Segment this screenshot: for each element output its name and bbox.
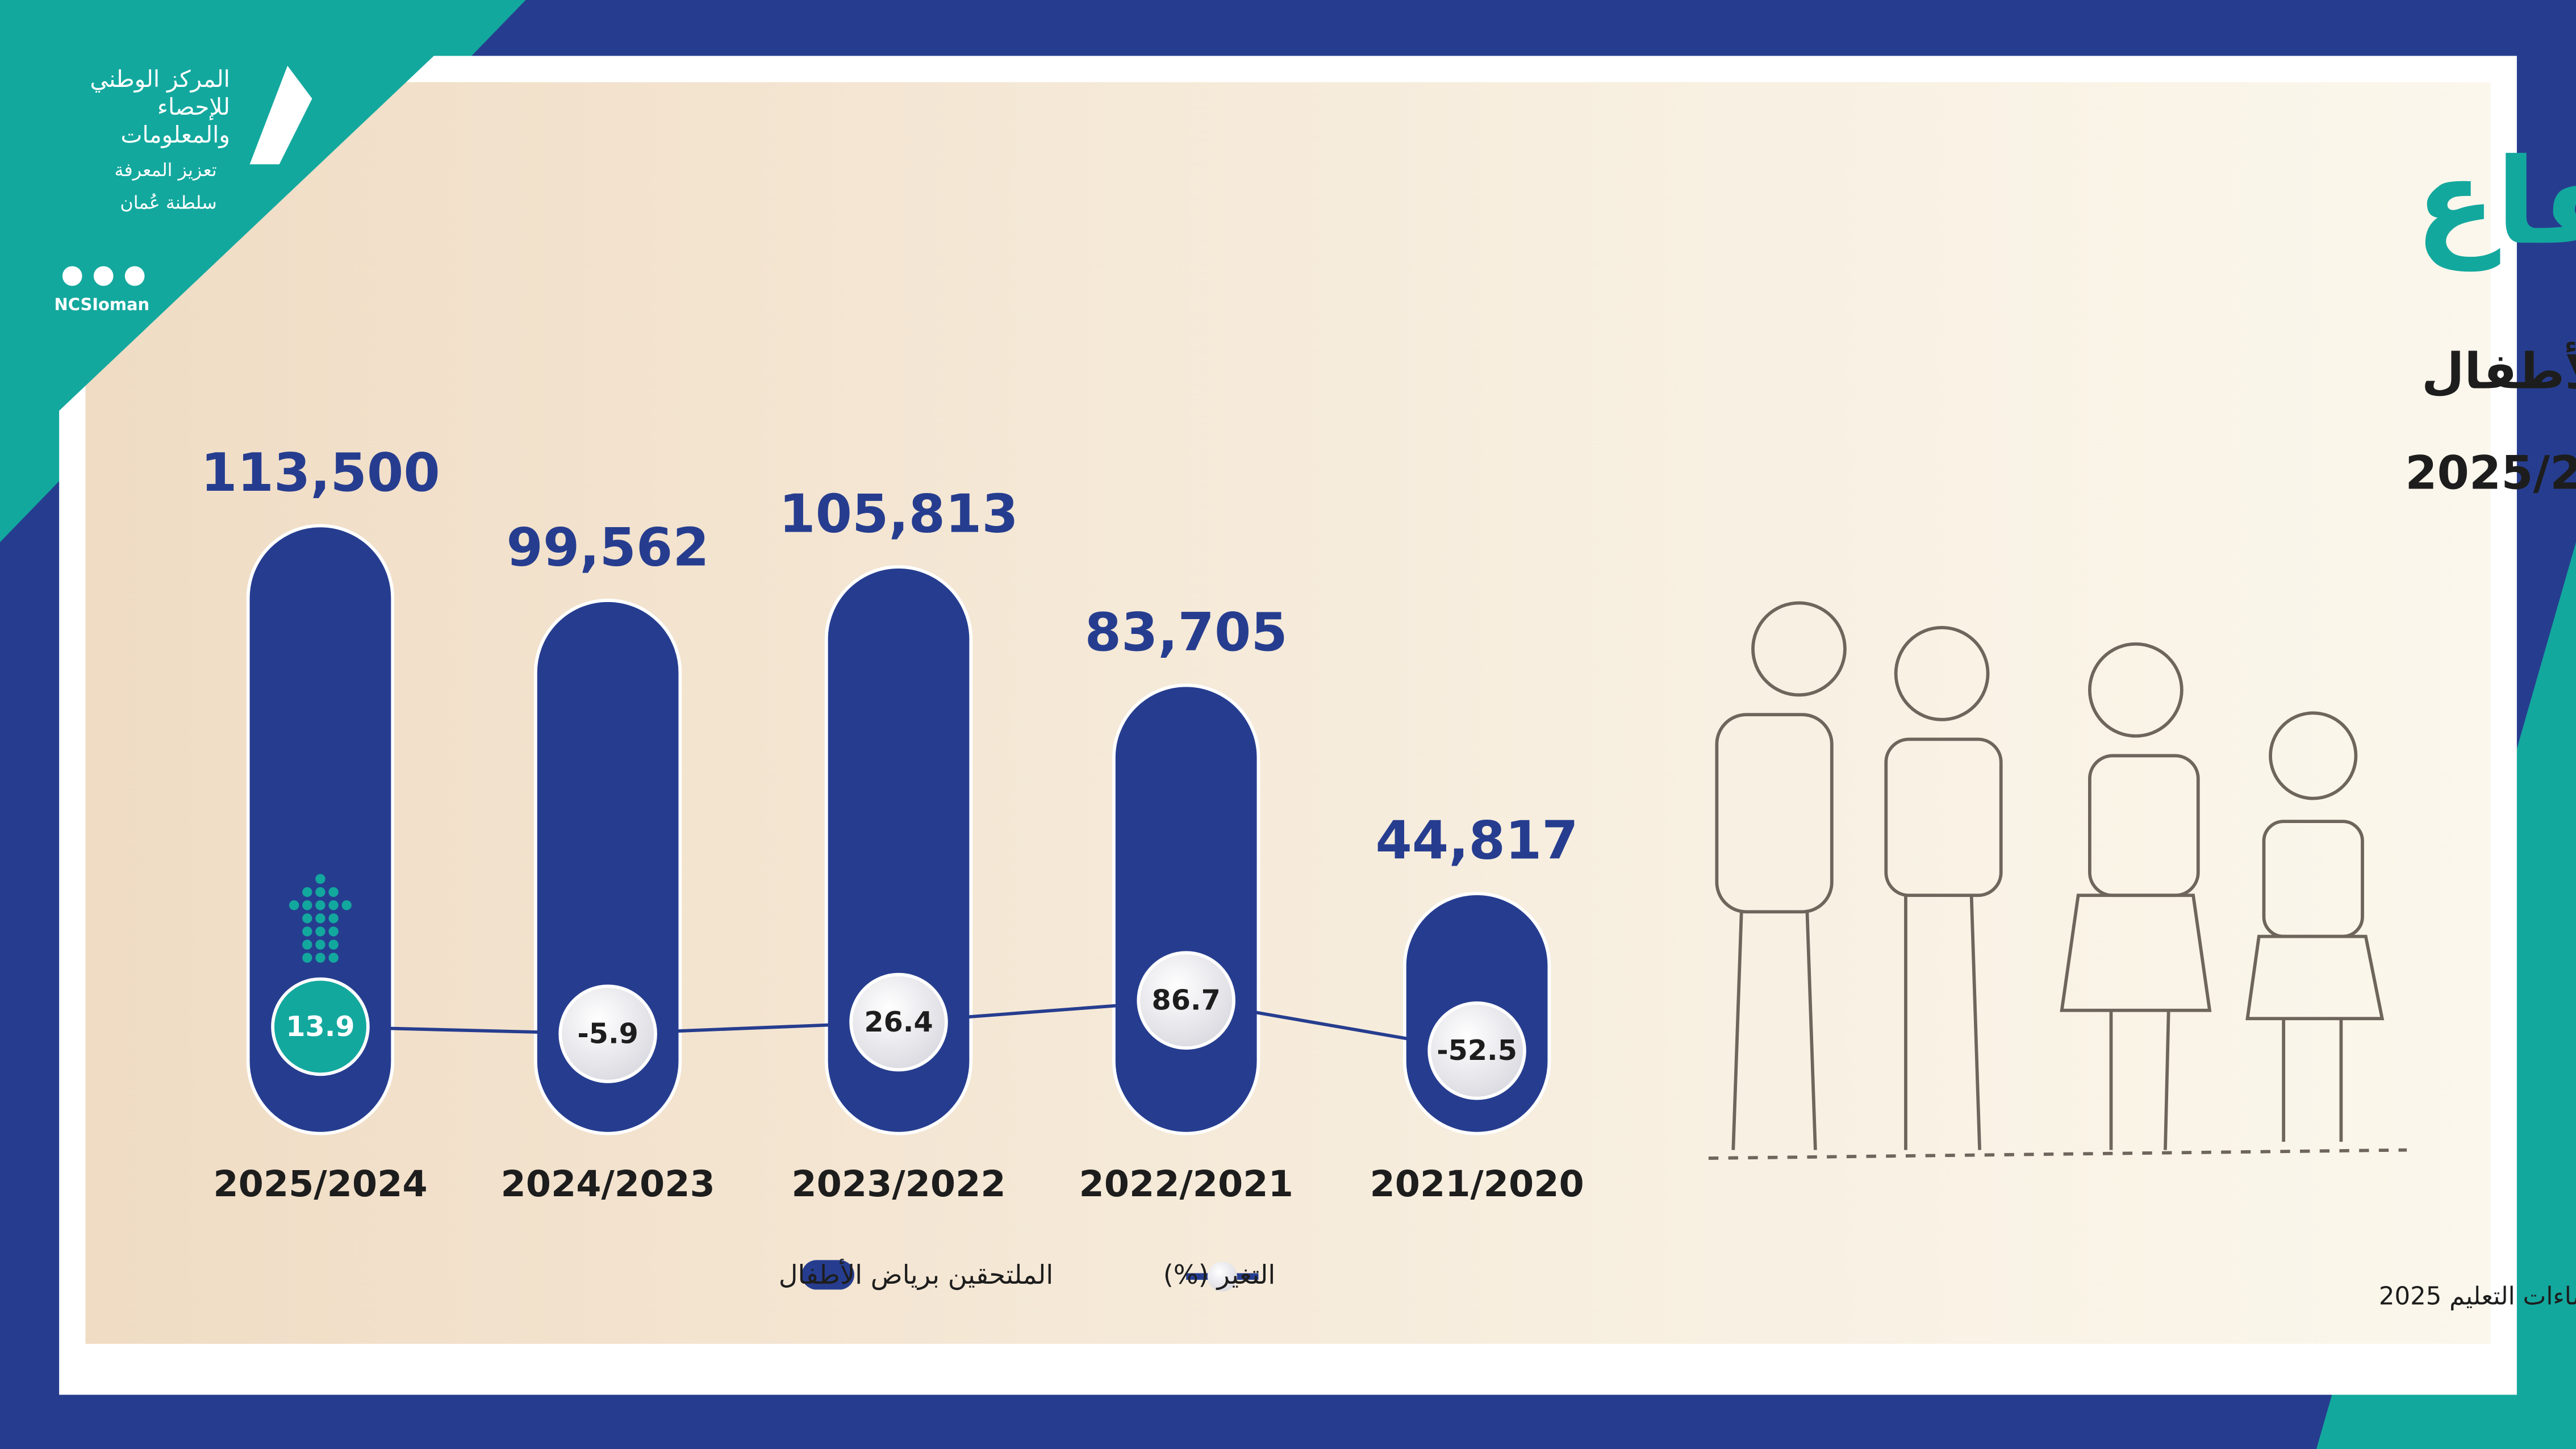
line-value-label: 26.4 [864, 1005, 933, 1038]
value-label: 44,817 [1376, 810, 1579, 871]
arrow-dot [315, 887, 325, 897]
arrow-dot [302, 953, 312, 963]
arrow-dot [302, 913, 312, 924]
arrow-dot [315, 939, 325, 950]
arrow-dot [315, 874, 325, 884]
arrow-dot [302, 887, 312, 897]
social-icon [124, 266, 145, 286]
arrow-dot [328, 953, 339, 963]
logo-country: سلطنة عُمان [120, 192, 216, 214]
bar [246, 524, 395, 1135]
social-icon [93, 266, 114, 286]
chart: 113,500 2025/2024 99,562 2024/2023 105,813 20… [201, 442, 1584, 1292]
value-label: 99,562 [507, 517, 709, 578]
arrow-dot [328, 887, 339, 897]
arrow-dot [289, 900, 299, 911]
arrow-dot [302, 900, 312, 911]
line-value-label: -5.9 [577, 1017, 638, 1050]
legend-label: الملتحقين برياض الأطفال [779, 1258, 1053, 1291]
line-value-label: 13.9 [286, 1010, 354, 1043]
logo: المركز الوطني للإحصاء والمعلومات تعزيز ا… [55, 65, 312, 314]
arrow-dot [341, 900, 352, 911]
line-value-label: -52.5 [1437, 1034, 1517, 1067]
logo-text: للإحصاء [157, 93, 230, 120]
x-tick-label: 2021/2020 [1370, 1163, 1584, 1205]
logo-mark [249, 65, 312, 165]
value-label: 83,705 [1085, 602, 1288, 663]
arrow-dot [302, 926, 312, 937]
arrow-dot [315, 900, 325, 911]
line-marker [1427, 1001, 1526, 1100]
chart-subtitle: في عدد الملتحقين برياض الأطفال [2421, 341, 2576, 400]
source: المصدر: إحصاءات التعليم 2025 [2379, 1282, 2576, 1310]
value-label: 113,500 [201, 442, 440, 503]
line-value-label: 86.7 [1152, 984, 1221, 1017]
logo-text: المركز الوطني [90, 65, 229, 93]
x-tick-label: 2025/2024 [213, 1163, 427, 1205]
panel [85, 82, 2491, 1344]
line-marker [1137, 951, 1235, 1050]
x-tick-label: 2022/2021 [1079, 1163, 1293, 1205]
line-marker [849, 972, 948, 1072]
bar [1112, 683, 1260, 1135]
line-marker [558, 984, 657, 1083]
arrow-dot [315, 953, 325, 963]
legend-swatch [801, 1260, 854, 1290]
logo-text: والمعلومات [120, 121, 230, 148]
arrow-dot [328, 913, 339, 924]
arrow-dot [328, 939, 339, 950]
chart-title: الارتفاع [2415, 133, 2576, 272]
x-tick-label: 2023/2022 [791, 1163, 1005, 1205]
legend-label: التغير (%) [1163, 1259, 1276, 1291]
arrow-dot [315, 926, 325, 937]
x-tick-label: 2024/2023 [500, 1163, 715, 1205]
arrow-dot [328, 900, 339, 911]
arrow-dot [315, 913, 325, 924]
children-illustration [1708, 601, 2407, 1160]
social-icon [62, 266, 82, 286]
arrow-dot [328, 926, 339, 937]
bar [533, 599, 682, 1135]
logo-slogan: تعزيز المعرفة [114, 159, 216, 181]
arrow-dot [302, 939, 312, 950]
value-label: 105,813 [779, 483, 1018, 545]
line-marker [271, 977, 370, 1076]
corner-shape [0, 0, 493, 460]
chart-subtitle: للعام الدراسي 2025/2024 [2405, 447, 2576, 500]
legend-swatch [1207, 1262, 1237, 1292]
logo-handle: NCSIoman [55, 295, 150, 314]
